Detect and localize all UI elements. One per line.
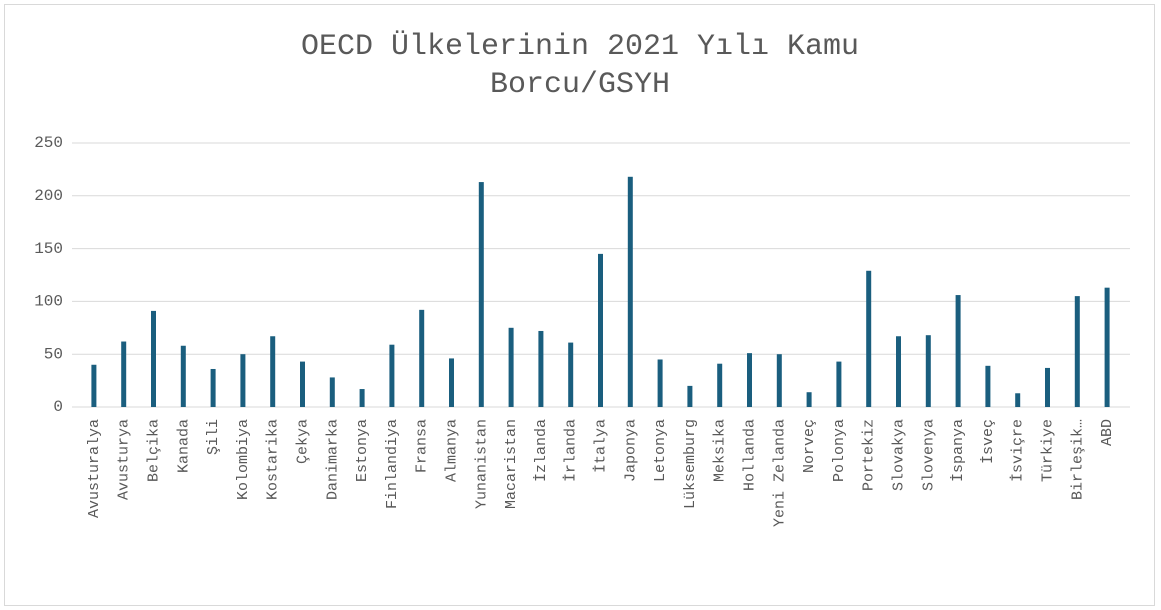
bar (687, 385, 693, 407)
bar (568, 342, 574, 407)
x-tick-label: İzlanda (532, 419, 550, 482)
bar (240, 354, 246, 407)
bar (657, 359, 663, 407)
x-tick-label: Portekiz (861, 419, 878, 491)
x-tick-label: İsveç (979, 419, 997, 464)
x-tick-label: Japonya (622, 419, 639, 482)
bar (1104, 287, 1110, 407)
x-tick-label: Slovakya (890, 419, 907, 491)
bar (1015, 393, 1021, 407)
x-tick-label: Macaristan (503, 419, 520, 509)
bar (300, 361, 305, 407)
bar (627, 176, 633, 407)
chart-border (4, 4, 1155, 606)
bar (419, 309, 425, 407)
bar (389, 344, 395, 407)
x-tick-label: Avusturya (116, 419, 133, 500)
bar (747, 353, 752, 407)
bar (270, 336, 276, 407)
x-tick-label: ABD (1099, 419, 1116, 446)
bar (985, 365, 991, 407)
x-tick-label: Kostarika (265, 419, 282, 500)
x-tick-label: Norveç (801, 419, 818, 473)
x-tick-label: Kolombiya (235, 419, 252, 500)
bar (180, 345, 186, 407)
bar (121, 341, 127, 407)
x-tick-label: İsviçre (1009, 419, 1027, 482)
bar (806, 392, 812, 407)
x-tick-label: Fransa (414, 419, 431, 473)
bar (925, 335, 931, 407)
y-tick-label: 250 (34, 134, 63, 152)
x-tick-label: Türkiye (1039, 419, 1056, 482)
bar (449, 358, 454, 407)
x-tick-label: Kanada (175, 419, 192, 473)
bar (955, 295, 961, 407)
bar (598, 253, 603, 407)
y-tick-label: 150 (34, 240, 63, 258)
x-tick-label: Birleşik… (1069, 419, 1086, 500)
bar (91, 364, 97, 407)
x-tick-label: Çekya (294, 419, 311, 464)
bar (1045, 367, 1050, 407)
x-tick-label: Estonya (354, 419, 371, 482)
y-tick-label: 50 (44, 345, 63, 363)
bar (538, 330, 544, 407)
y-tick-label: 200 (34, 187, 63, 205)
x-tick-label: Lüksemburg (682, 419, 699, 509)
x-tick-label: Şili (205, 419, 222, 455)
bar (866, 270, 872, 407)
x-tick-label: Yeni Zelanda (771, 419, 788, 527)
bar (478, 182, 484, 407)
x-tick-label: Slovenya (920, 419, 937, 491)
bar (896, 336, 901, 407)
x-tick-label: Yunanistan (473, 419, 490, 509)
bar (151, 310, 156, 407)
bar (508, 327, 514, 407)
x-tick-label: Hollanda (741, 419, 758, 491)
x-tick-label: Belçika (145, 419, 162, 482)
bar (359, 389, 365, 407)
bar (329, 377, 335, 407)
chart-title: OECD Ülkelerinin 2021 Yılı Kamu Borcu/GS… (300, 30, 860, 102)
bar (717, 363, 723, 407)
x-tick-label: Meksika (712, 419, 729, 482)
x-tick-label: Polonya (831, 419, 848, 482)
y-tick-label: 100 (34, 293, 63, 311)
x-tick-label: İrlanda (562, 419, 580, 482)
bar (836, 361, 842, 407)
x-tick-label: Almanya (443, 419, 460, 482)
x-tick-label: Finlandiya (384, 419, 401, 509)
x-tick-label: İspanya (949, 419, 967, 482)
bar (210, 368, 216, 407)
bar (1074, 296, 1080, 407)
y-tick-label: 0 (53, 398, 63, 416)
bar (776, 354, 782, 407)
x-tick-label: İtalya (591, 419, 609, 473)
x-tick-label: Letonya (652, 419, 669, 482)
x-tick-label: Avusturalya (86, 419, 103, 518)
x-tick-label: Danimarka (324, 419, 341, 500)
